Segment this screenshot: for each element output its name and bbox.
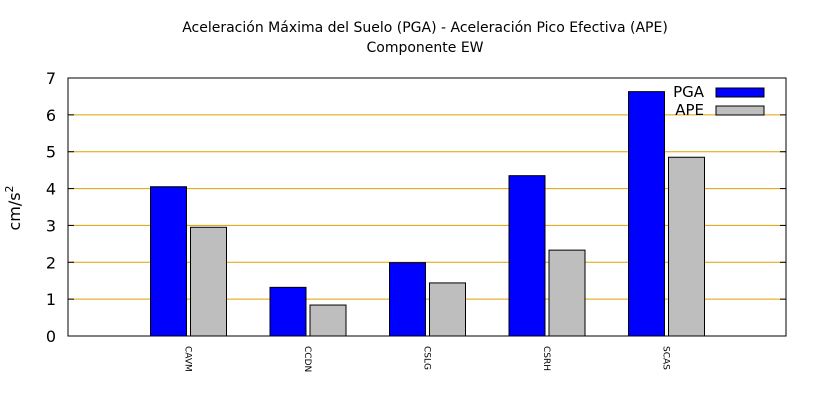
bar-ape-cslg bbox=[429, 282, 466, 337]
y-tick-label: 3 bbox=[46, 216, 56, 235]
y-tick-label: 6 bbox=[46, 106, 56, 125]
chart-subtitle: Componente EW bbox=[366, 40, 483, 56]
bar-ape-cavm bbox=[190, 226, 227, 337]
legend-label: APE bbox=[675, 101, 704, 119]
y-tick-label: 5 bbox=[46, 143, 56, 162]
y-axis-label-unit: cm/s bbox=[5, 192, 24, 230]
bar-pga-ccdn bbox=[269, 286, 307, 337]
x-tick-label: CAVM bbox=[183, 346, 193, 372]
plot-frame bbox=[67, 77, 787, 337]
x-tick-label: CSRH bbox=[541, 346, 551, 371]
y-tick-label: 4 bbox=[46, 180, 56, 199]
bar-ape-scas bbox=[668, 156, 705, 337]
x-tick-label: CSLG bbox=[422, 346, 432, 370]
y-tick-label: 1 bbox=[46, 290, 56, 309]
bar-ape-csrh bbox=[548, 249, 586, 337]
bars bbox=[150, 91, 705, 337]
legend-swatch bbox=[715, 87, 765, 98]
bar-pga-cavm bbox=[150, 186, 187, 337]
bar-ape-ccdn bbox=[309, 304, 347, 337]
x-tick-label: SCAS bbox=[661, 346, 671, 370]
x-axis: CAVM CCDN CSLG CSRH SCAS bbox=[183, 346, 671, 372]
bar-pga-cslg bbox=[389, 262, 426, 337]
bar-pga-csrh bbox=[508, 175, 546, 337]
chart-title: Aceleración Máxima del Suelo (PGA) - Ace… bbox=[182, 20, 668, 36]
y-axis-label: cm/s2 bbox=[3, 185, 24, 230]
legend-label: PGA bbox=[673, 83, 705, 101]
y-axis: 0 1 2 3 4 5 6 7 bbox=[46, 69, 786, 346]
gridlines bbox=[68, 114, 786, 300]
legend-swatch bbox=[715, 105, 765, 116]
y-axis-label-exponent: 2 bbox=[3, 185, 16, 192]
bar-pga-scas bbox=[628, 91, 665, 337]
y-tick-label: 7 bbox=[46, 69, 56, 88]
y-tick-label: 0 bbox=[46, 327, 56, 346]
y-tick-label: 2 bbox=[46, 253, 56, 272]
x-tick-label: CCDN bbox=[302, 346, 312, 372]
